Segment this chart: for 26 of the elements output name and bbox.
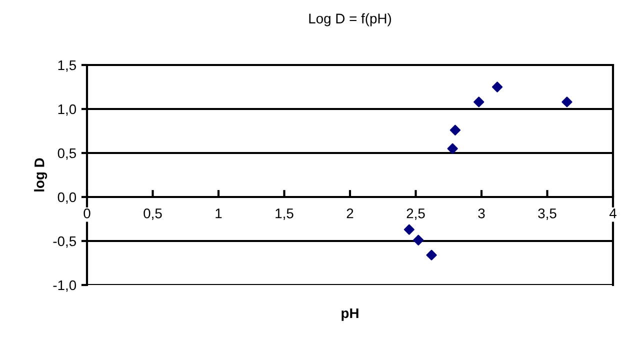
y-axis-title: log D	[34, 158, 48, 192]
y-tick-label: 0,5	[58, 148, 76, 160]
point	[450, 124, 460, 136]
point	[413, 234, 424, 246]
point	[404, 224, 414, 235]
x-tick-label: 0,5	[144, 208, 162, 220]
point	[492, 82, 503, 92]
y-tick-label: -0,5	[53, 236, 76, 248]
y-tick-label: 0,0	[58, 192, 76, 204]
x-tick-label: 3	[478, 208, 485, 218]
x-tick-label: 4	[609, 208, 616, 218]
x-tick-label: 2,5	[406, 208, 425, 220]
y-tick-label: 1,0	[58, 104, 76, 116]
x-tick-label: 2	[346, 208, 354, 218]
x-tick-label: 3,5	[538, 208, 556, 220]
x-tick-label: 0	[84, 208, 90, 218]
chart-title: Log D = f(pH)	[309, 13, 392, 26]
x-axis-title: pH	[342, 308, 358, 321]
point	[474, 96, 484, 108]
point	[426, 250, 437, 260]
point	[562, 96, 572, 108]
x-tick-label: 1,5	[276, 208, 294, 220]
point	[447, 143, 458, 154]
y-tick-label: -1,0	[53, 280, 76, 292]
x-tick-label: 1	[216, 208, 222, 218]
y-tick-label: 1,5	[58, 60, 76, 72]
